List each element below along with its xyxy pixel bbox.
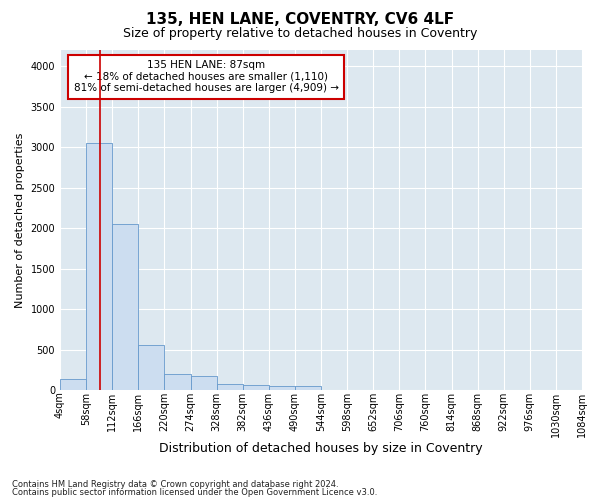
Bar xyxy=(164,374,191,390)
X-axis label: Distribution of detached houses by size in Coventry: Distribution of detached houses by size … xyxy=(159,442,483,455)
Text: 135, HEN LANE, COVENTRY, CV6 4LF: 135, HEN LANE, COVENTRY, CV6 4LF xyxy=(146,12,454,28)
Text: Contains HM Land Registry data © Crown copyright and database right 2024.: Contains HM Land Registry data © Crown c… xyxy=(12,480,338,489)
Text: Contains public sector information licensed under the Open Government Licence v3: Contains public sector information licen… xyxy=(12,488,377,497)
Bar xyxy=(60,380,86,390)
Text: Size of property relative to detached houses in Coventry: Size of property relative to detached ho… xyxy=(123,28,477,40)
Bar xyxy=(191,376,217,390)
Bar xyxy=(243,385,269,390)
Y-axis label: Number of detached properties: Number of detached properties xyxy=(15,132,25,308)
Bar xyxy=(295,386,321,390)
Bar xyxy=(269,386,295,390)
Bar xyxy=(139,346,164,390)
Bar xyxy=(217,384,243,390)
Bar xyxy=(112,224,139,390)
Bar xyxy=(86,143,112,390)
Text: 135 HEN LANE: 87sqm
← 18% of detached houses are smaller (1,110)
81% of semi-det: 135 HEN LANE: 87sqm ← 18% of detached ho… xyxy=(74,60,338,94)
